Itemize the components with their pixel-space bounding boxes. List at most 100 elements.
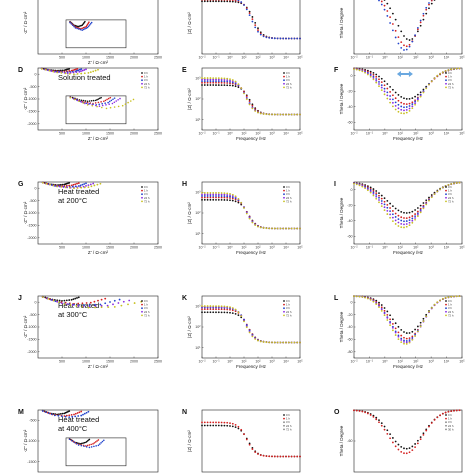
data-point	[433, 303, 436, 306]
legend-entry: 3 h	[286, 78, 290, 82]
data-point	[257, 27, 259, 30]
data-point	[62, 186, 65, 188]
data-point	[447, 296, 450, 299]
data-point	[234, 80, 237, 83]
legend-entry: 3 h	[286, 192, 290, 196]
data-point	[229, 78, 231, 81]
data-point	[220, 305, 223, 308]
x-tick-label: 10⁰	[227, 360, 233, 364]
data-point	[77, 69, 80, 72]
data-point	[251, 20, 254, 23]
data-point	[422, 320, 425, 323]
data-point	[231, 307, 234, 309]
data-point	[76, 73, 79, 75]
data-point	[212, 305, 215, 307]
legend-entry: 72 h	[448, 199, 454, 203]
data-point	[226, 193, 229, 196]
data-point	[240, 428, 243, 431]
data-point	[80, 70, 82, 73]
data-point	[411, 217, 414, 220]
data-point	[63, 303, 66, 305]
data-point	[436, 301, 439, 304]
inset-point	[96, 98, 98, 101]
nyquist-series	[41, 181, 102, 190]
data-point	[209, 308, 212, 311]
data-point	[63, 299, 66, 302]
data-point	[403, 226, 405, 229]
data-point	[245, 8, 248, 11]
inset-point	[88, 102, 91, 105]
data-point	[441, 71, 444, 73]
legend-marker	[445, 307, 447, 310]
y-tick-label: 10²	[195, 325, 201, 329]
data-point	[248, 331, 251, 334]
data-point	[45, 182, 48, 185]
y-tick-label: -1500	[27, 110, 36, 114]
data-point	[403, 342, 405, 345]
data-point	[52, 184, 55, 187]
data-point	[403, 35, 405, 37]
x-axis-label: Z' / Ω·cm²	[88, 60, 109, 65]
data-point	[419, 24, 422, 27]
data-point	[94, 306, 96, 309]
x-tick-label: 500	[59, 56, 65, 60]
data-point	[203, 77, 206, 79]
data-point	[229, 80, 231, 83]
data-point	[403, 223, 405, 226]
data-point	[76, 182, 78, 185]
data-point	[414, 34, 416, 37]
data-point	[223, 0, 226, 1]
data-point	[386, 87, 389, 90]
data-point	[226, 311, 229, 314]
data-point	[245, 212, 248, 215]
data-point	[439, 414, 441, 417]
data-point	[268, 36, 271, 39]
data-point	[287, 227, 290, 230]
data-point	[220, 193, 223, 196]
data-point	[364, 187, 367, 190]
data-point	[212, 80, 215, 83]
data-point	[380, 308, 383, 311]
data-point	[287, 113, 290, 116]
legend-entry: 1 h	[286, 303, 290, 307]
data-point	[383, 84, 386, 87]
data-point	[212, 193, 215, 196]
data-point	[414, 446, 416, 448]
data-point	[88, 304, 91, 306]
data-point	[403, 211, 405, 214]
data-point	[209, 191, 212, 194]
data-point	[403, 102, 405, 105]
data-point	[237, 197, 240, 200]
inset-point	[73, 25, 75, 28]
data-point	[73, 187, 75, 190]
panel-l: L Frequency /Hz Theta / Degree 10⁻² 10⁻¹ 10⁰ 1…	[334, 295, 465, 369]
x-tick-label: 10⁻¹	[212, 246, 220, 250]
data-point	[408, 447, 411, 450]
data-point	[201, 193, 203, 196]
data-point	[87, 72, 90, 74]
data-point	[408, 332, 411, 334]
panel-label: K	[182, 295, 187, 302]
legend-marker	[283, 421, 285, 424]
data-point	[383, 209, 386, 212]
data-point	[240, 87, 243, 90]
x-tick-label: 10⁻²	[350, 132, 358, 136]
data-point	[226, 80, 229, 83]
legend-entry: 1 h	[448, 417, 452, 421]
data-point	[400, 101, 403, 104]
inset-point	[88, 100, 91, 102]
data-point	[400, 105, 403, 108]
bode-phase-series	[353, 181, 461, 229]
data-point	[231, 197, 234, 200]
data-point	[355, 183, 358, 186]
x-tick-label: 10³	[269, 56, 275, 60]
data-point	[391, 105, 394, 108]
data-point	[203, 305, 206, 307]
data-point	[361, 185, 364, 188]
data-point	[422, 317, 425, 320]
data-point	[87, 306, 90, 309]
data-point	[411, 449, 414, 452]
data-point	[411, 107, 414, 110]
data-point	[212, 308, 215, 311]
data-point	[215, 198, 217, 201]
